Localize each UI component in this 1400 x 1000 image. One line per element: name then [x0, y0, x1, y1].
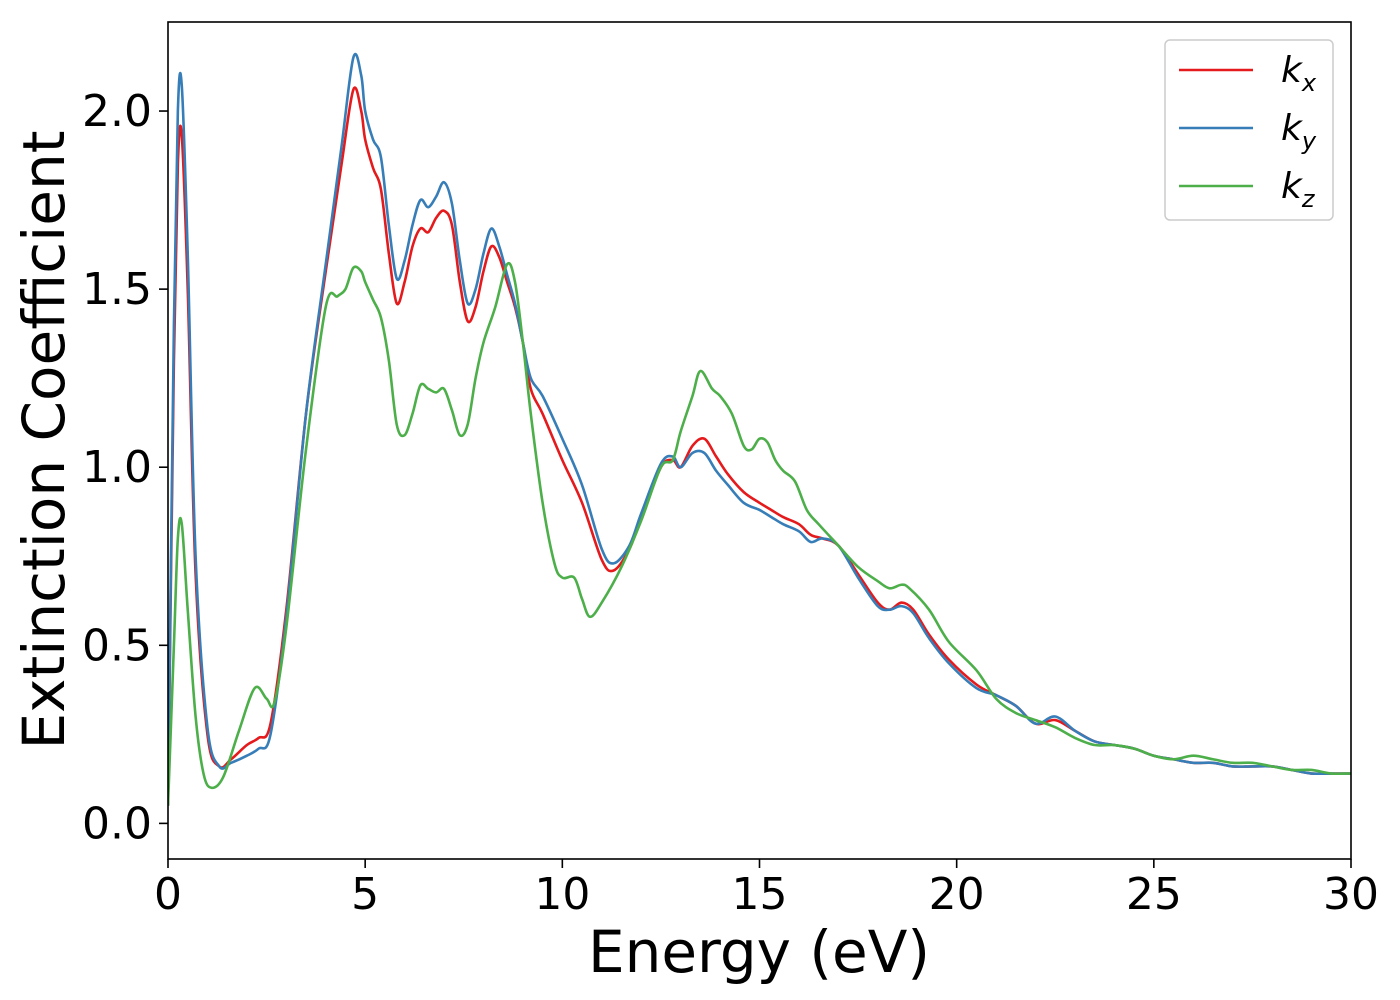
legend-label-sub: z [1301, 185, 1316, 213]
plot-background [168, 22, 1351, 859]
x-axis-title: Energy (eV) [588, 918, 930, 986]
x-tick-label: 30 [1323, 869, 1379, 920]
y-axis-title: Extinction Coefficient [10, 131, 78, 750]
legend-label-sub: y [1301, 127, 1317, 155]
series-line-k-y [168, 52, 1351, 806]
legend-label-k-x: kx [1281, 50, 1317, 97]
y-tick-label: 1.0 [82, 442, 152, 493]
legend-label-k-y: ky [1281, 108, 1317, 155]
x-tick-label: 0 [154, 869, 182, 920]
x-tick-label: 10 [534, 869, 590, 920]
x-tick-label: 15 [732, 869, 788, 920]
x-tick-label: 25 [1126, 869, 1182, 920]
legend-label-main: k [1281, 166, 1304, 207]
x-tick-label: 20 [929, 869, 985, 920]
legend-box [1164, 39, 1334, 221]
legend-label-sub: x [1301, 69, 1317, 97]
legend-label-main: k [1281, 108, 1304, 149]
y-tick-label: 0.5 [82, 620, 152, 671]
y-tick-label: 1.5 [82, 264, 152, 315]
series-line-k-z [168, 261, 1351, 806]
legend-label-main: k [1281, 50, 1304, 91]
x-axis: 0 5 10 15 20 25 30 [154, 859, 1379, 920]
legend-label-k-z: kz [1281, 166, 1316, 213]
y-axis: 0.0 0.5 1.0 1.5 2.0 [82, 86, 168, 849]
x-tick-label: 5 [351, 869, 379, 920]
y-tick-label: 2.0 [82, 86, 152, 137]
y-tick-label: 0.0 [82, 798, 152, 849]
series-layer [168, 52, 1351, 806]
